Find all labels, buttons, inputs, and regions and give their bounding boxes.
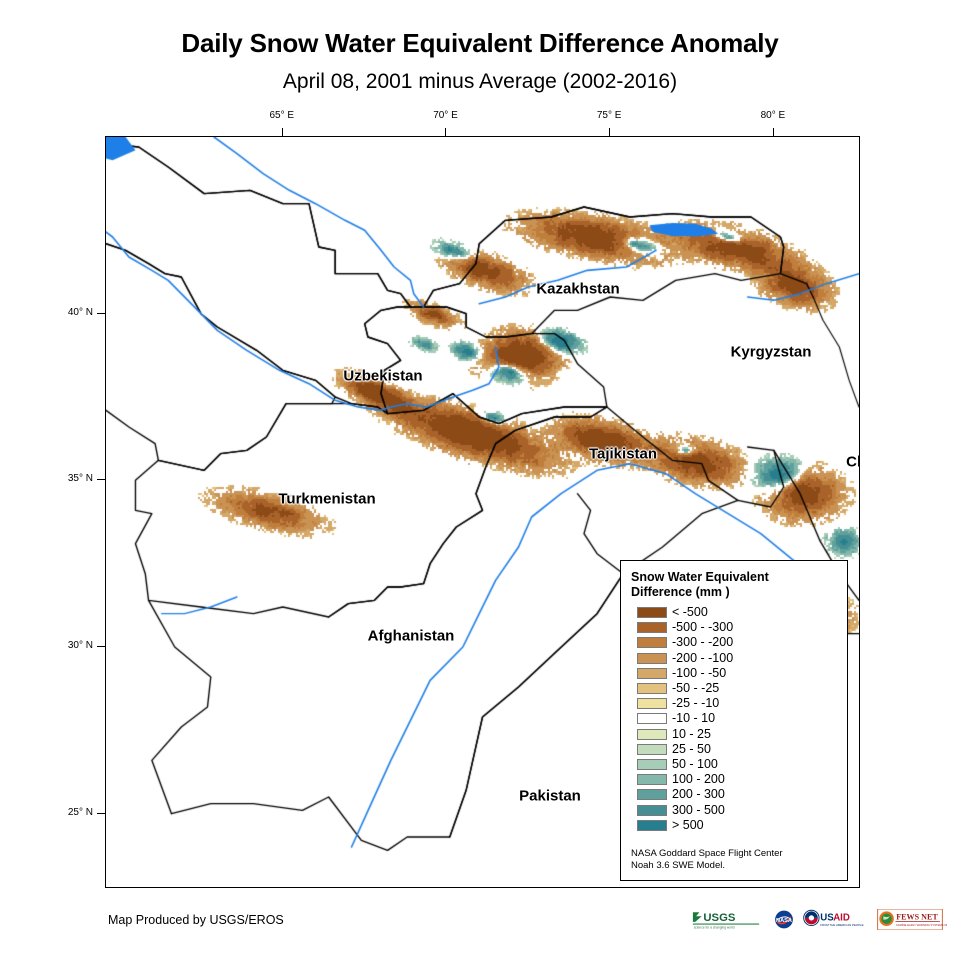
nasa-logo: NASA	[775, 910, 793, 929]
legend-swatch	[637, 637, 667, 649]
legend-row: 25 - 50	[637, 742, 847, 757]
country-label-tajikistan: Tajikistan	[588, 445, 658, 463]
lat-tick-label: 40° N	[67, 306, 93, 318]
page-subtitle: April 08, 2001 minus Average (2002-2016)	[282, 70, 678, 93]
page-title: Daily Snow Water Equivalent Difference A…	[181, 28, 779, 58]
country-label-kazakhstan: Kazakhstan	[536, 280, 620, 298]
fewsnet-logo: FEWS NET FAMINE EARLY WARNING SYSTEMS NE…	[877, 909, 947, 930]
legend-row: 50 - 100	[637, 757, 847, 772]
country-label-uzbekistan: Uzbekistan	[343, 367, 423, 385]
legend-row: 10 - 25	[637, 727, 847, 742]
lat-tick	[97, 312, 105, 314]
legend-row: -50 - -25	[637, 681, 847, 696]
legend-label: -300 - -200	[672, 635, 734, 650]
country-label-turkmenistan: Turkmenistan	[278, 490, 376, 508]
legend-swatch	[637, 804, 667, 816]
legend-label: 100 - 200	[672, 772, 725, 787]
legend-swatch	[637, 698, 667, 710]
legend-label: 25 - 50	[672, 741, 711, 756]
legend-label: 200 - 300	[672, 787, 725, 802]
legend-label: -500 - -300	[672, 620, 734, 635]
legend-class-list: < -500 -500 - -300 -300 - -200 -200 - -100-…	[621, 605, 847, 833]
legend-row: -300 - -200	[637, 635, 847, 650]
legend-label: -25 - -10	[672, 696, 720, 711]
lon-tick	[445, 128, 447, 136]
legend-footer: NASA Goddard Space Flight Center Noah 3.…	[631, 848, 783, 871]
legend-swatch	[637, 743, 667, 755]
legend-row: 200 - 300	[637, 787, 847, 802]
lat-tick-label: 30° N	[67, 640, 93, 651]
legend-label: -100 - -50	[672, 665, 727, 680]
legend-title: Snow Water Equivalent Difference (mm )	[621, 570, 847, 600]
legend-swatch	[637, 667, 667, 679]
svg-text:US: US	[820, 912, 834, 923]
lon-tick-label: 80° E	[760, 110, 786, 121]
legend-row: -25 - -10	[637, 696, 847, 711]
legend-label: 300 - 500	[672, 802, 725, 817]
legend-label: -10 - 10	[672, 711, 716, 726]
country-label-afghanistan: Afghanistan	[367, 627, 455, 645]
svg-text:NASA: NASA	[776, 918, 792, 924]
lon-tick	[281, 128, 283, 136]
country-label-kyrgyzstan: Kyrgyzstan	[730, 343, 812, 361]
usgs-logo: USGS science for a changing world	[691, 909, 761, 930]
legend-row: -10 - 10	[637, 711, 847, 726]
legend-swatch	[637, 819, 667, 831]
lon-tick	[772, 128, 774, 136]
lon-tick	[609, 128, 611, 136]
legend-row: > 500	[637, 818, 847, 833]
lon-tick-label: 75° E	[596, 110, 622, 121]
legend-swatch	[637, 774, 667, 786]
svg-text:FROM THE AMERICAN PEOPLE: FROM THE AMERICAN PEOPLE	[820, 923, 863, 927]
legend-label: 50 - 100	[672, 756, 718, 771]
svg-text:FEWS NET: FEWS NET	[896, 913, 938, 922]
legend-row: -500 - -300	[637, 620, 847, 635]
svg-text:science for a changing world: science for a changing world	[694, 925, 735, 929]
legend-swatch	[637, 622, 667, 634]
legend-label: -200 - -100	[672, 650, 734, 665]
country-label-pakistan: Pakistan	[519, 787, 581, 805]
svg-text:FAMINE EARLY WARNING SYSTEMS N: FAMINE EARLY WARNING SYSTEMS NETWORK	[896, 923, 947, 927]
legend-swatch	[637, 728, 667, 740]
legend-row: -100 - -50	[637, 666, 847, 681]
usaid-logo: US AID FROM THE AMERICAN PEOPLE	[802, 909, 866, 930]
lat-tick	[97, 479, 105, 481]
legend-label: < -500	[672, 605, 708, 620]
legend-row: 100 - 200	[637, 772, 847, 787]
legend-row: -200 - -100	[637, 651, 847, 666]
legend-swatch	[637, 713, 667, 725]
legend-label: -50 - -25	[672, 681, 720, 696]
legend-swatch	[637, 683, 667, 695]
legend-title-line1: Snow Water Equivalent	[631, 570, 769, 584]
lon-tick-label: 65° E	[269, 110, 295, 121]
lat-tick-label: 35° N	[67, 473, 93, 485]
lon-tick-label: 70° E	[433, 110, 458, 121]
legend-row: < -500	[637, 605, 847, 620]
lat-tick	[97, 812, 105, 814]
svg-text:AID: AID	[833, 912, 850, 923]
legend-title-line2: Difference (mm )	[631, 585, 730, 599]
legend-swatch	[637, 758, 667, 770]
lat-tick	[97, 646, 105, 647]
map-legend: Snow Water Equivalent Difference (mm ) <…	[620, 560, 848, 881]
lat-tick-label: 25° N	[67, 806, 93, 818]
legend-swatch	[637, 652, 667, 664]
svg-text:USGS: USGS	[703, 912, 735, 924]
legend-swatch	[637, 607, 667, 619]
legend-row: 300 - 500	[637, 802, 847, 817]
legend-label: > 500	[672, 817, 704, 832]
map-credit: Map Produced by USGS/EROS	[108, 913, 284, 927]
logo-strip: USGS science for a changing world NASA U…	[683, 909, 947, 930]
country-label-china: China	[846, 453, 859, 471]
legend-swatch	[637, 789, 667, 801]
legend-label: 10 - 25	[672, 726, 711, 741]
